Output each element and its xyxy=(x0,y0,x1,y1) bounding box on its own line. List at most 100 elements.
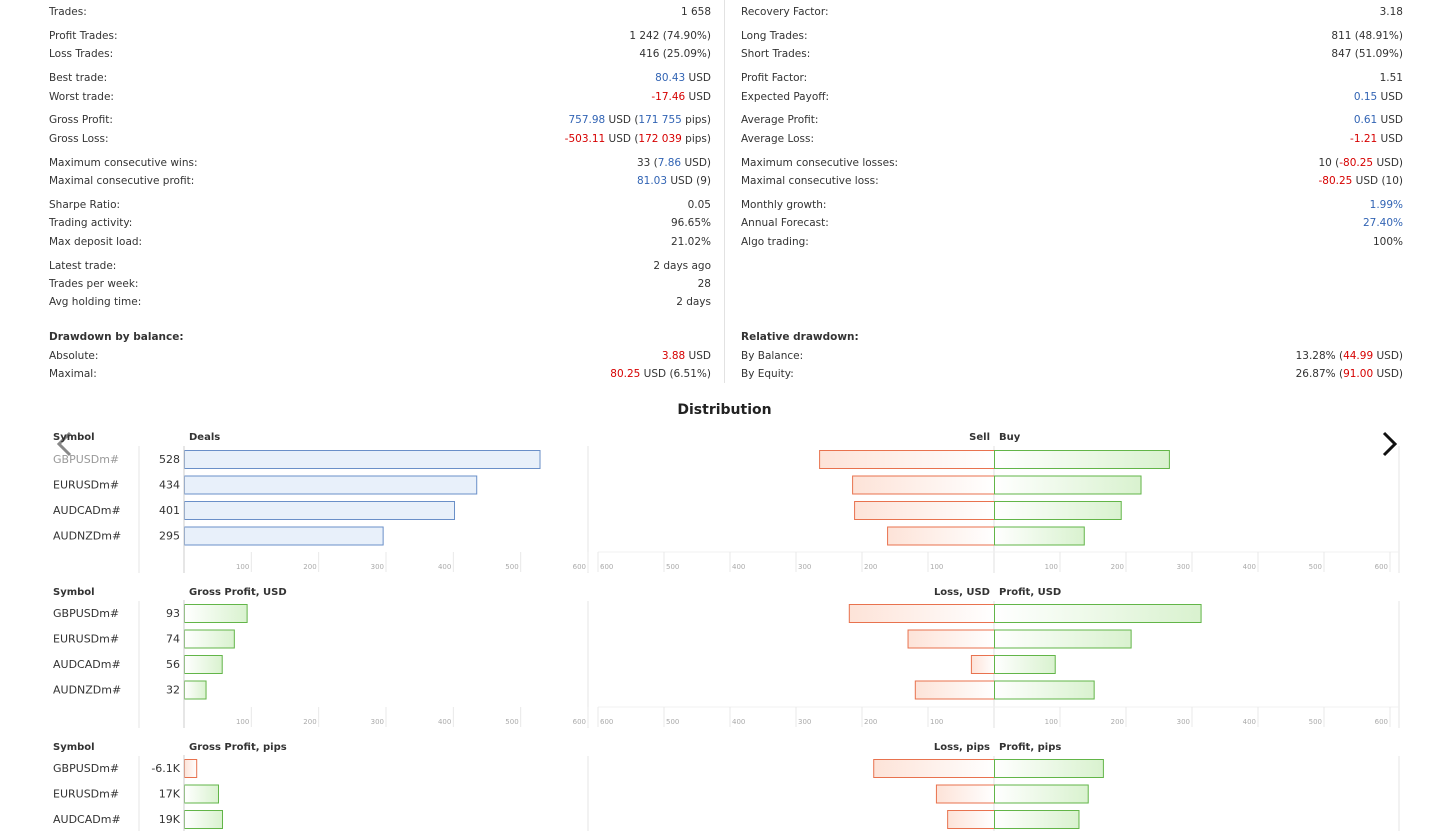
stat-value-part: -503.11 xyxy=(564,133,606,145)
stat-value: 13.28% (44.99 USD) xyxy=(1296,349,1403,363)
stat-value: 847 (51.09%) xyxy=(1331,47,1403,61)
stat-value: 2 days xyxy=(676,295,711,309)
distribution-title: Distribution xyxy=(677,402,772,418)
tick-label: 500 xyxy=(1309,563,1322,571)
stat-label: Maximal consecutive loss: xyxy=(741,175,879,187)
tick-label: 200 xyxy=(864,718,877,726)
stat-row: Monthly growth: 1.99% xyxy=(741,198,1403,212)
stat-value-part: 10 ( xyxy=(1318,157,1340,169)
stat-value-part: 172 039 xyxy=(638,133,682,145)
tick-label: 300 xyxy=(371,718,384,726)
stat-value-part: 811 (48.91%) xyxy=(1331,30,1403,42)
stat-label: By Equity: xyxy=(741,368,794,380)
left-chart-header: Gross Profit, pips xyxy=(189,742,287,753)
stat-value: 0.61 USD xyxy=(1354,113,1403,127)
stat-value: 26.87% (91.00 USD) xyxy=(1296,367,1403,381)
stat-value-part: 847 (51.09%) xyxy=(1331,48,1403,60)
tick-label: 600 xyxy=(573,563,586,571)
chevron-left-icon[interactable] xyxy=(53,430,77,464)
stat-value-part: 7.86 xyxy=(657,157,682,169)
tick-label: 400 xyxy=(1243,563,1256,571)
stat-value: 1 242 (74.90%) xyxy=(629,29,711,43)
value-label: 32 xyxy=(166,684,180,697)
left-bar xyxy=(184,759,198,778)
stat-row: By Equity: 26.87% (91.00 USD) xyxy=(741,367,1403,381)
value-label: 528 xyxy=(159,453,180,466)
stat-value-part: -80.25 xyxy=(1339,157,1374,169)
stat-value: -17.46 USD xyxy=(651,90,711,104)
stat-row: Maximum consecutive losses: 10 (-80.25 US… xyxy=(741,156,1403,170)
stat-value-part: USD xyxy=(685,72,711,84)
tick-label: 600 xyxy=(600,563,613,571)
stat-value: 757.98 USD (171 755 pips) xyxy=(568,113,711,127)
stat-value-part: 80.43 xyxy=(655,72,686,84)
stat-row: Absolute: 3.88 USD xyxy=(49,349,711,363)
symbol-label: AUDCADm# xyxy=(53,504,121,517)
sell-bar xyxy=(947,810,996,829)
sell-bar xyxy=(854,501,996,520)
stat-value-part: USD) xyxy=(1373,157,1403,169)
tick-label: 300 xyxy=(371,563,384,571)
stat-value-part: pips) xyxy=(681,133,711,145)
stat-label: Worst trade: xyxy=(49,91,114,103)
left-bar xyxy=(184,450,541,469)
symbol-label: GBPUSDm# xyxy=(53,762,119,775)
stat-label: Loss Trades: xyxy=(49,48,114,60)
stat-row: By Balance: 13.28% (44.99 USD) xyxy=(741,349,1403,363)
stat-value-part: USD (10) xyxy=(1352,175,1403,187)
stat-value: 2 days ago xyxy=(653,259,711,273)
stat-value-part: 171 755 xyxy=(638,114,682,126)
buy-bar xyxy=(994,759,1104,778)
sell-bar xyxy=(819,450,995,469)
stat-value: 100% xyxy=(1373,235,1403,249)
stat-value-part: 33 ( xyxy=(636,157,658,169)
stat-value-part: 2 days xyxy=(676,296,711,308)
stat-label: Profit Factor: xyxy=(741,72,808,84)
value-label: 434 xyxy=(159,479,180,492)
value-label: 401 xyxy=(159,504,180,517)
stat-value-part: USD xyxy=(1377,114,1403,126)
buy-bar xyxy=(994,526,1085,546)
chevron-right-icon[interactable] xyxy=(1378,430,1402,464)
buy-bar xyxy=(994,810,1080,829)
symbol-label: AUDNZDm# xyxy=(53,684,121,697)
stat-value: 3.88 USD xyxy=(662,349,711,363)
symbol-label: GBPUSDm# xyxy=(53,607,119,620)
stat-value-part: 91.00 xyxy=(1343,368,1374,380)
stat-value: -1.21 USD xyxy=(1350,132,1403,146)
stat-value-part: 1.99% xyxy=(1369,199,1403,211)
stat-row: Average Loss: -1.21 USD xyxy=(741,132,1403,146)
stat-row: Average Profit: 0.61 USD xyxy=(741,113,1403,127)
stat-label: Gross Profit: xyxy=(49,114,113,126)
stat-label: By Balance: xyxy=(741,350,804,362)
sell-bar xyxy=(907,629,995,649)
stat-value-part: 1 658 xyxy=(680,6,711,18)
sell-bar xyxy=(887,526,996,546)
tick-label: 100 xyxy=(1045,718,1058,726)
left-bar xyxy=(184,629,235,649)
value-label: -6.1K xyxy=(151,762,180,775)
left-bar xyxy=(184,475,478,495)
tick-label: 400 xyxy=(732,718,745,726)
stat-value: 0.05 xyxy=(688,198,711,212)
stat-value-part: 2 days ago xyxy=(653,260,711,272)
stat-value: 811 (48.91%) xyxy=(1331,29,1403,43)
stat-row: Trades: 1 658 xyxy=(49,5,711,19)
stat-row: Sharpe Ratio: 0.05 xyxy=(49,198,711,212)
stat-label: Drawdown by balance: xyxy=(49,331,184,343)
tick-label: 200 xyxy=(1111,718,1124,726)
stat-value-part: USD) xyxy=(1373,368,1403,380)
stat-value-part: -1.21 xyxy=(1350,133,1378,145)
symbol-label: EURUSDm# xyxy=(53,633,119,646)
sell-bar xyxy=(873,759,995,778)
symbol-label: AUDCADm# xyxy=(53,813,121,826)
tick-label: 600 xyxy=(1375,563,1388,571)
tick-label: 500 xyxy=(666,718,679,726)
sell-header: Loss, USD xyxy=(934,587,990,598)
symbol-header: Symbol xyxy=(53,587,95,598)
tick-label: 600 xyxy=(573,718,586,726)
buy-bar xyxy=(994,655,1056,674)
tick-label: 500 xyxy=(505,718,518,726)
left-bar xyxy=(184,604,248,623)
stat-row: Max deposit load: 21.02% xyxy=(49,235,711,249)
